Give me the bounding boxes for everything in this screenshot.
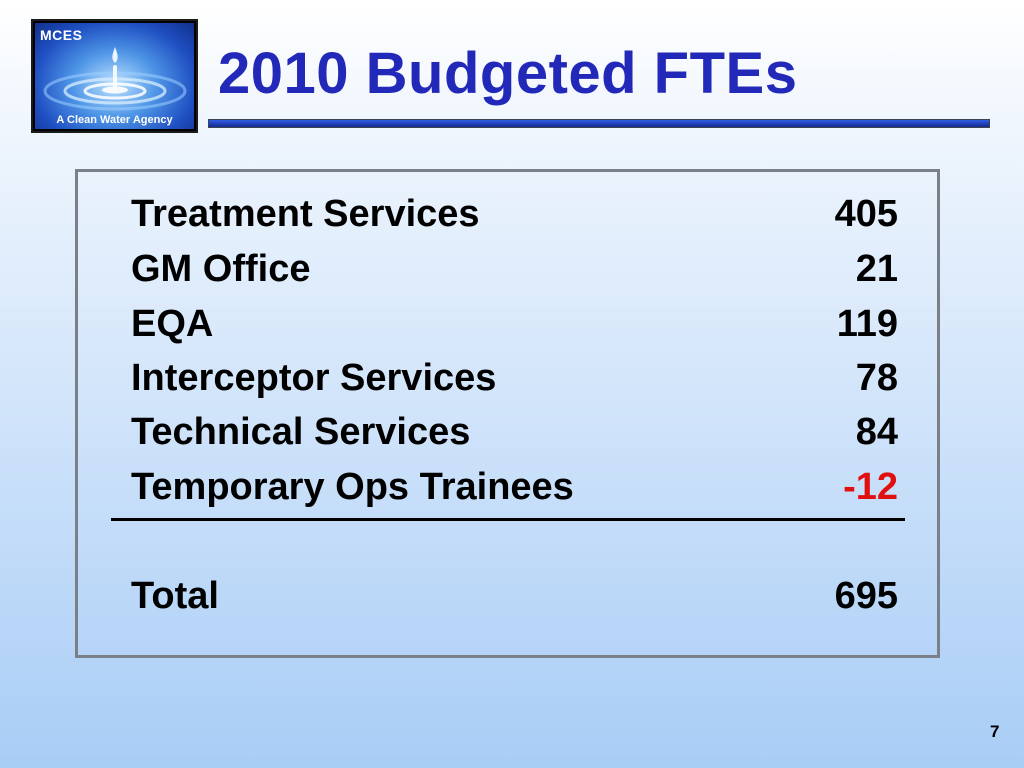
total-row: Total 695 [131,573,898,619]
total-divider [111,518,905,521]
logo-abbreviation: MCES [40,27,83,43]
water-drop-logo-icon: MCES A Clean Water Agency [35,23,194,129]
table-row: EQA 119 [131,301,898,347]
row-value: 21 [855,248,898,290]
table-row: Technical Services 84 [131,409,898,455]
page-number: 7 [990,722,1000,741]
title-underline [208,119,990,128]
row-label: Interceptor Services [131,357,497,399]
table-row: Interceptor Services 78 [131,355,898,401]
table-row: Treatment Services 405 [131,191,898,237]
row-label: Treatment Services [131,193,480,235]
row-label: GM Office [131,248,311,290]
total-label: Total [131,575,219,617]
row-value: 119 [836,303,898,345]
row-label: EQA [131,303,214,345]
slide-title: 2010 Budgeted FTEs [218,41,798,106]
row-value: 84 [855,411,898,453]
row-value: 78 [855,357,898,399]
total-value: 695 [834,575,898,617]
row-value-negative: -12 [843,466,898,508]
row-label: Technical Services [131,411,471,453]
water-ripple-icon [43,47,187,111]
row-value: 405 [834,193,898,235]
row-label: Temporary Ops Trainees [131,466,574,508]
logo-tagline: A Clean Water Agency [56,114,173,126]
mces-logo: MCES A Clean Water Agency [31,19,198,133]
fte-table-frame [75,169,940,658]
table-row: Temporary Ops Trainees -12 [131,464,898,510]
table-row: GM Office 21 [131,246,898,292]
